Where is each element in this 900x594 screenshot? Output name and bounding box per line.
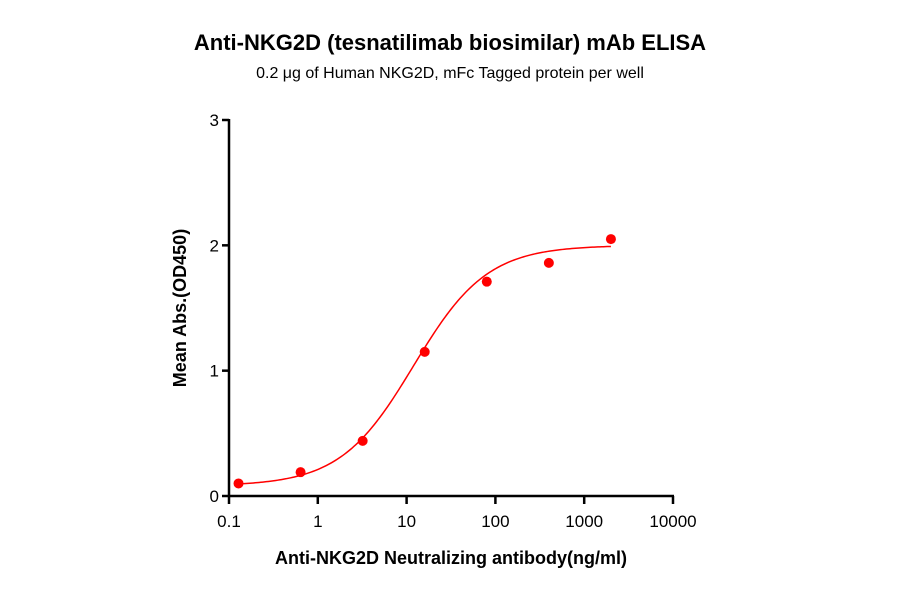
y-tick-label: 0 (210, 487, 219, 506)
x-tick-label: 10000 (649, 512, 696, 531)
x-tick-label: 100 (481, 512, 509, 531)
data-point (481, 276, 492, 287)
data-point (357, 435, 368, 446)
y-tick-label: 1 (210, 362, 219, 381)
x-axis-label: Anti-NKG2D Neutralizing antibody(ng/ml) (275, 548, 627, 568)
y-tick-label: 3 (210, 111, 219, 130)
data-point (543, 257, 554, 268)
fit-curve (238, 245, 611, 485)
x-tick-label: 1000 (565, 512, 603, 531)
chart-subtitle: 0.2 μg of Human NKG2D, mFc Tagged protei… (256, 65, 644, 82)
x-tick-label: 0.1 (217, 512, 241, 531)
x-tick-label: 1 (313, 512, 322, 531)
chart-title: Anti-NKG2D (tesnatilimab biosimilar) mAb… (194, 30, 706, 55)
y-tick-label: 2 (210, 236, 219, 255)
y-axis-label: Mean Abs.(OD450) (170, 229, 190, 387)
data-point (605, 234, 616, 245)
x-tick-label: 10 (397, 512, 416, 531)
data-point (295, 467, 306, 478)
data-point (233, 478, 244, 489)
data-point (419, 346, 430, 357)
